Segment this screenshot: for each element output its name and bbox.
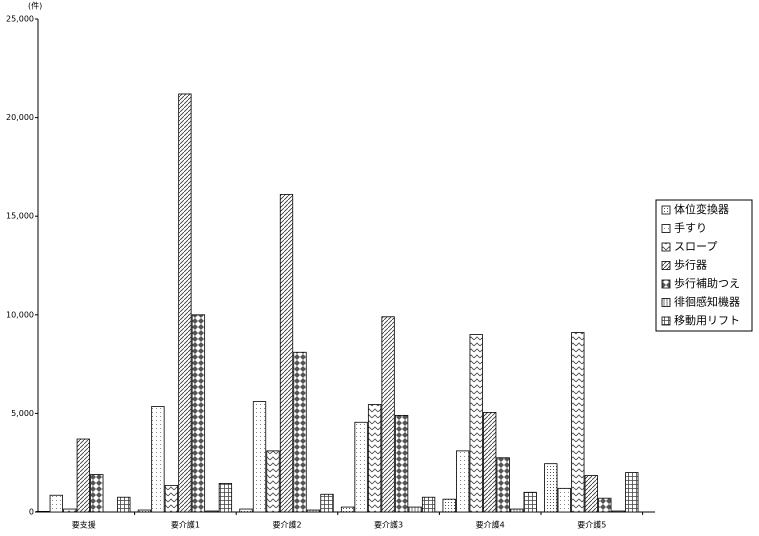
legend-swatch xyxy=(661,316,671,326)
bar xyxy=(63,508,77,513)
legend-swatch xyxy=(661,224,671,233)
bar xyxy=(469,334,483,513)
bar xyxy=(584,475,598,513)
legend-label: 手すり xyxy=(674,221,707,235)
bar xyxy=(239,508,253,513)
bar xyxy=(306,509,321,513)
bar xyxy=(279,194,294,513)
bar xyxy=(442,498,456,513)
bar xyxy=(483,412,497,513)
x-tick-label: 要介護1 xyxy=(171,520,200,530)
legend-swatch xyxy=(661,205,671,215)
x-tick-label: 要介護3 xyxy=(374,520,403,530)
bar xyxy=(611,510,625,513)
bar xyxy=(252,401,267,513)
bar xyxy=(293,351,307,513)
bar xyxy=(36,511,50,513)
bar xyxy=(557,487,571,513)
legend-label: 徘徊感知機器 xyxy=(674,295,740,309)
x-tick-label: 要介護2 xyxy=(272,520,301,530)
bar xyxy=(340,506,355,513)
bar xyxy=(523,491,537,513)
bar xyxy=(49,494,63,513)
bar xyxy=(137,509,152,513)
x-tick-label: 要支援 xyxy=(72,520,96,530)
unit-label: (件) xyxy=(28,1,42,11)
bar xyxy=(320,493,334,513)
bar xyxy=(571,332,585,513)
bar xyxy=(205,510,219,513)
x-tick-label: 要介護5 xyxy=(577,520,606,530)
bar xyxy=(496,457,510,513)
legend-box xyxy=(655,199,753,332)
bar xyxy=(191,314,206,513)
y-tick-label: 20,000 xyxy=(6,113,34,122)
bar xyxy=(178,93,192,513)
bar xyxy=(117,496,131,513)
legend-swatch xyxy=(661,279,671,289)
bar xyxy=(625,472,639,513)
bar xyxy=(544,463,558,513)
bar xyxy=(456,450,470,513)
legend-label: 移動用リフト xyxy=(674,313,740,327)
bar xyxy=(510,508,524,513)
y-tick-label: 25,000 xyxy=(6,15,34,24)
bar xyxy=(76,438,90,513)
legend-label: 歩行補助つえ xyxy=(674,276,740,290)
legend-label: 体位変換器 xyxy=(674,202,729,216)
legend-label: スロープ xyxy=(674,240,717,253)
bar xyxy=(367,404,382,513)
bar xyxy=(598,497,612,513)
bar xyxy=(266,450,280,513)
y-tick-label: 10,000 xyxy=(6,310,34,319)
bar xyxy=(381,316,395,513)
bar xyxy=(408,506,422,513)
bar xyxy=(90,474,104,513)
bar xyxy=(394,414,409,513)
bar xyxy=(354,421,368,513)
legend-swatch xyxy=(661,242,671,252)
legend-swatch xyxy=(661,261,671,270)
bar xyxy=(164,484,179,513)
y-tick-label: 5,000 xyxy=(11,409,34,418)
legend-swatch xyxy=(661,298,671,307)
bar xyxy=(218,483,233,513)
bar xyxy=(151,406,165,513)
bar xyxy=(421,496,436,513)
y-tick-label: 15,000 xyxy=(6,212,34,221)
x-tick-label: 要介護4 xyxy=(476,520,505,530)
y-tick-label: 0 xyxy=(29,508,34,517)
legend-label: 歩行器 xyxy=(674,258,707,272)
